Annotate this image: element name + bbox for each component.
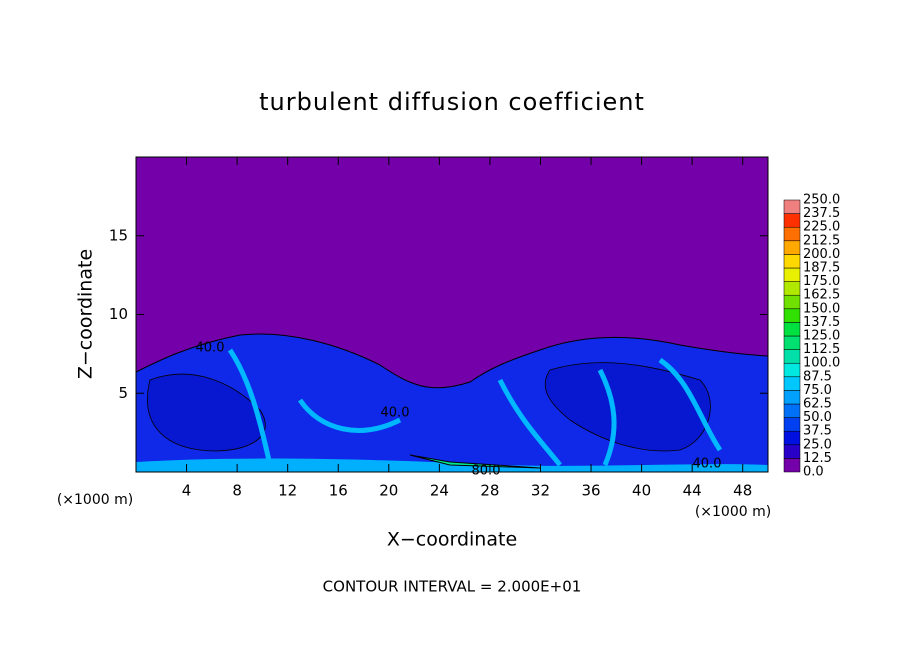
colorbar-box <box>783 362 801 378</box>
x-tick-label: 16 <box>329 482 348 500</box>
y-tick-label: 5 <box>118 384 128 402</box>
colorbar-label: 87.5 <box>803 369 832 384</box>
colorbar-label: 200.0 <box>803 247 840 262</box>
colorbar-box <box>783 308 801 323</box>
colorbar-box <box>783 349 801 364</box>
x-tick-label: 48 <box>733 482 752 500</box>
chart-title: turbulent diffusion coefficient <box>259 88 645 116</box>
colorbar-label: 62.5 <box>803 397 832 412</box>
colorbar-box <box>783 294 801 310</box>
y-axis-label: Z−coordinate <box>75 249 97 379</box>
colorbar-box <box>783 240 801 255</box>
colorbar-label: 187.5 <box>803 261 840 276</box>
x-tick-label: 36 <box>581 482 600 500</box>
contour-label: 40.0 <box>693 457 722 472</box>
colorbar-box <box>783 376 801 391</box>
colorbar-box <box>783 430 801 446</box>
inner-region <box>147 373 266 452</box>
x-tick-label: 24 <box>430 482 449 500</box>
contour-label: 80.0 <box>472 464 501 479</box>
colorbar-label: 150.0 <box>803 301 840 316</box>
colorbar-label: 25.0 <box>803 437 832 452</box>
x-tick-label: 40 <box>632 482 651 500</box>
colorbar-label: 12.5 <box>803 451 832 466</box>
colorbar-box <box>783 403 801 418</box>
colorbar-label: 37.5 <box>803 424 832 439</box>
colorbar-box <box>783 267 801 282</box>
colorbar-box <box>783 281 801 296</box>
colorbar-box <box>783 390 801 405</box>
y-tick-label: 10 <box>109 305 128 323</box>
colorbar-box <box>783 254 801 269</box>
x-tick-label: 44 <box>683 482 702 500</box>
colorbar-label: 125.0 <box>803 329 840 344</box>
colorbar-label: 0.0 <box>803 465 824 480</box>
x-unit-label: (×1000 m) <box>695 504 771 520</box>
colorbar-label: 137.5 <box>803 315 840 330</box>
colorbar-label: 100.0 <box>803 356 840 371</box>
colorbar-label: 250.0 <box>803 193 840 208</box>
colorbar-label: 162.5 <box>803 288 840 303</box>
colorbar-box <box>783 213 801 228</box>
footer-note: CONTOUR INTERVAL = 2.000E+01 <box>323 578 582 596</box>
contour-label: 40.0 <box>381 406 410 421</box>
colorbar-box <box>783 226 801 242</box>
colorbar-label: 225.0 <box>803 220 840 235</box>
x-tick-label: 32 <box>531 482 550 500</box>
x-tick-label: 28 <box>480 482 499 500</box>
y-tick-label: 15 <box>109 226 128 244</box>
x-axis-label: X−coordinate <box>387 529 517 551</box>
colorbar-label: 237.5 <box>803 206 840 221</box>
x-unit-label: (×1000 m) <box>57 492 133 508</box>
colorbar-label: 50.0 <box>803 410 832 425</box>
colorbar-label: 75.0 <box>803 383 832 398</box>
x-tick-label: 20 <box>379 482 398 500</box>
colorbar-box <box>783 322 801 337</box>
field <box>135 156 769 473</box>
colorbar-label: 212.5 <box>803 233 840 248</box>
x-tick-label: 4 <box>182 482 192 500</box>
colorbar-box <box>783 335 801 350</box>
colorbar-label: 112.5 <box>803 342 840 357</box>
contour-label: 40.0 <box>196 341 225 356</box>
inner-region <box>544 362 711 452</box>
streak <box>227 348 723 467</box>
colorbar-box <box>783 458 801 473</box>
colorbar-box <box>783 417 801 432</box>
colorbar-label: 175.0 <box>803 274 840 289</box>
colorbar-box <box>783 444 801 459</box>
x-tick-label: 12 <box>278 482 297 500</box>
colorbar-box <box>783 199 801 214</box>
x-tick-label: 8 <box>232 482 242 500</box>
